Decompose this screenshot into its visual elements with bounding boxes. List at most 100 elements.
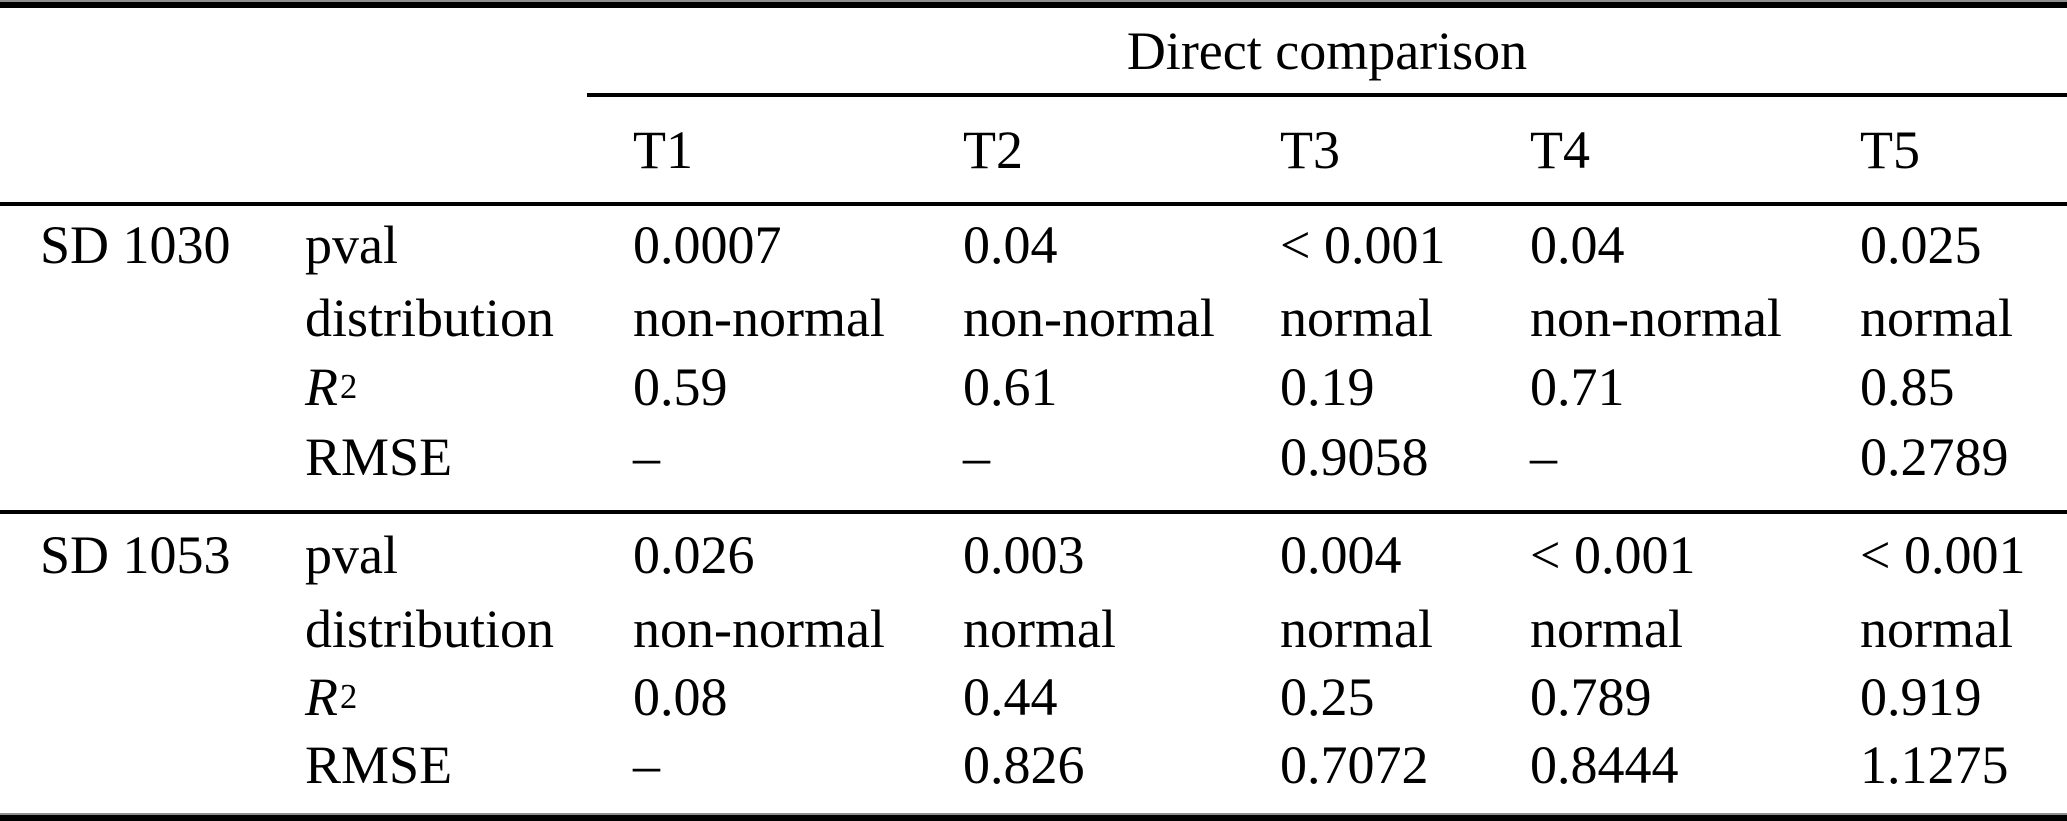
cell-value: normal (963, 599, 1116, 659)
table-cell: 0.003 (963, 514, 1280, 595)
cell-value: 0.04 (963, 215, 1058, 275)
cell-value: – (1530, 427, 1557, 487)
cell-value: – (633, 427, 660, 487)
cell-value: non-normal (633, 599, 885, 659)
table-cell: 0.85 (1860, 352, 2067, 422)
cell-value: 0.2789 (1860, 427, 2009, 487)
cell-value: 0.9058 (1280, 427, 1429, 487)
table-cell: 1.1275 (1860, 731, 2067, 799)
span-header-label: Direct comparison (1126, 20, 1528, 81)
cell-value: normal (1280, 288, 1433, 348)
cell-value: 0.026 (633, 524, 755, 585)
cell-value: 0.19 (1280, 357, 1375, 417)
table-cell: 0.026 (633, 514, 963, 595)
cell-value: 0.71 (1530, 357, 1625, 417)
table-cell: 0.789 (1530, 663, 1860, 731)
group-name-sd-1030: SD 1030 (40, 206, 305, 284)
table-cell: 0.004 (1280, 514, 1530, 595)
table-cell: 0.19 (1280, 352, 1530, 422)
cell-value: < 0.001 (1860, 524, 2026, 585)
cell-value: 0.61 (963, 357, 1058, 417)
column-header-label: T5 (1860, 119, 1920, 180)
table-cell: 0.71 (1530, 352, 1860, 422)
row-label-text: distribution (305, 288, 555, 348)
table-cell: < 0.001 (1860, 514, 2067, 595)
cell-value: – (963, 427, 990, 487)
span-header-direct-comparison: Direct comparison (587, 8, 2067, 93)
cell-value: 0.85 (1860, 357, 1955, 417)
table-rule-bottom (0, 813, 2067, 821)
group-name-label: SD 1053 (40, 524, 231, 585)
cell-value: non-normal (633, 288, 885, 348)
cell-value: normal (1860, 288, 2013, 348)
table-cell: 0.8444 (1530, 731, 1860, 799)
cell-value: 0.789 (1530, 667, 1652, 727)
group-name-label: SD 1030 (40, 215, 231, 275)
table-cell: 0.04 (1530, 206, 1860, 284)
table-cell: 0.25 (1280, 663, 1530, 731)
table-cell: 0.7072 (1280, 731, 1530, 799)
row-label-text: distribution (305, 599, 555, 659)
group-name-sd-1053: SD 1053 (40, 514, 305, 595)
cell-value: < 0.001 (1280, 215, 1446, 275)
table-cell: – (633, 731, 963, 799)
table-cell: < 0.001 (1530, 514, 1860, 595)
group-separator-rule (0, 510, 2067, 514)
column-header-t5: T5 (1860, 97, 2067, 202)
table-cell: normal (1530, 595, 1860, 663)
header-bottom-rule (0, 202, 2067, 206)
cell-value: 1.1275 (1860, 735, 2009, 795)
cell-value: non-normal (1530, 288, 1782, 348)
cell-value: 0.003 (963, 524, 1085, 585)
cell-value: 0.826 (963, 735, 1085, 795)
table-cell: 0.9058 (1280, 422, 1530, 492)
row-label-text: pval (305, 524, 398, 585)
column-header-t1: T1 (633, 97, 963, 202)
row-label-rmse: RMSE (305, 422, 633, 492)
column-header-label: T4 (1530, 119, 1590, 180)
table-cell: 0.826 (963, 731, 1280, 799)
table-cell: 0.04 (963, 206, 1280, 284)
row-label-distribution: distribution (305, 284, 633, 352)
row-label-rmse: RMSE (305, 731, 633, 799)
cell-value: normal (1860, 599, 2013, 659)
row-label-text: pval (305, 215, 398, 275)
table-cell: normal (1280, 284, 1530, 352)
r-squared-base: R (305, 667, 338, 727)
row-label-distribution: distribution (305, 595, 633, 663)
row-label-text: RMSE (305, 735, 453, 795)
cell-value: 0.7072 (1280, 735, 1429, 795)
cell-value: 0.004 (1280, 524, 1402, 585)
table-cell: 0.59 (633, 352, 963, 422)
table-cell: < 0.001 (1280, 206, 1530, 284)
table-cell: non-normal (633, 284, 963, 352)
table-cell: 0.2789 (1860, 422, 2067, 492)
cell-value: 0.25 (1280, 667, 1375, 727)
r-squared-base: R (305, 357, 338, 417)
row-label-pval: pval (305, 514, 633, 595)
row-label-text: RMSE (305, 427, 453, 487)
table-cell: 0.44 (963, 663, 1280, 731)
cell-value: normal (1530, 599, 1683, 659)
cell-value: 0.44 (963, 667, 1058, 727)
table-rule-top (0, 0, 2067, 8)
column-header-label: T3 (1280, 119, 1340, 180)
table-cell: 0.08 (633, 663, 963, 731)
cell-value: – (633, 735, 660, 795)
table-cell: 0.61 (963, 352, 1280, 422)
table-cell: normal (1860, 284, 2067, 352)
column-header-t4: T4 (1530, 97, 1860, 202)
span-header-rule (587, 93, 2067, 97)
cell-value: 0.025 (1860, 215, 1982, 275)
table-cell: – (1530, 422, 1860, 492)
column-header-label: T2 (963, 119, 1023, 180)
column-header-label: T1 (633, 119, 693, 180)
table-cell: normal (963, 595, 1280, 663)
table-cell: 0.025 (1860, 206, 2067, 284)
table-cell: – (963, 422, 1280, 492)
cell-value: non-normal (963, 288, 1215, 348)
column-header-t2: T2 (963, 97, 1280, 202)
